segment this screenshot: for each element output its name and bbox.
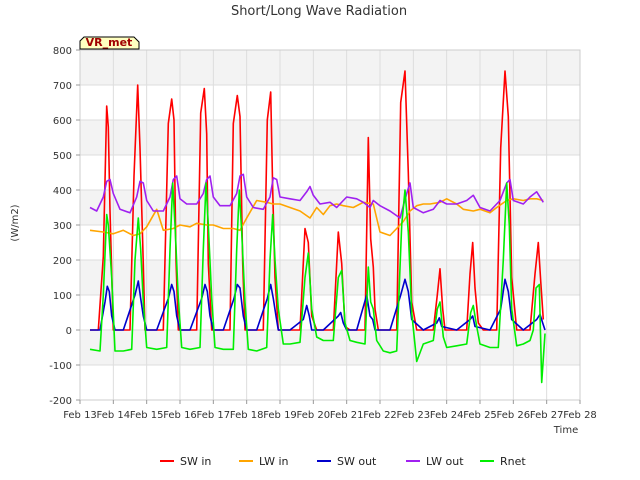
x-tick-label: Feb 19 <box>263 410 297 421</box>
plot-band <box>80 330 580 365</box>
legend-label: LW in <box>259 455 289 468</box>
plot-band <box>80 50 580 85</box>
y-tick-label: 500 <box>53 151 72 162</box>
x-tick-label: Feb 18 <box>230 410 264 421</box>
y-tick-label: 300 <box>53 221 72 232</box>
chart-title: Short/Long Wave Radiation <box>231 4 407 19</box>
plot-band <box>80 260 580 295</box>
badge: VR_met <box>79 36 140 50</box>
x-tick-label: Feb 24 <box>430 410 464 421</box>
x-tick-label: Feb 16 <box>163 410 197 421</box>
x-tick-label: Feb 13 <box>63 410 97 421</box>
series-group <box>89 70 546 384</box>
legend-label: SW in <box>180 455 211 468</box>
y-tick-label: 700 <box>53 81 72 92</box>
legend-label: Rnet <box>500 455 526 468</box>
y-tick-labels: -200 -100 0 100 200 300 400 500 600 700 800 <box>49 46 80 407</box>
series-rnet <box>89 182 546 384</box>
y-tick-label: 800 <box>53 46 72 57</box>
legend-label: LW out <box>426 455 464 468</box>
x-tick-label: Feb 15 <box>130 410 164 421</box>
series-sw-out <box>90 278 546 331</box>
x-tick-label: Feb 25 <box>463 410 497 421</box>
x-tick-label: Feb 20 <box>297 410 331 421</box>
x-tick-label: Feb 26 <box>497 410 531 421</box>
x-tick-labels: Feb 13 Feb 14 Feb 15 Feb 16 Feb 17 Feb 18 Feb … <box>63 400 597 421</box>
x-tick-label: Feb 21 <box>330 410 364 421</box>
x-tick-label: Feb 23 <box>397 410 431 421</box>
y-tick-label: 600 <box>53 116 72 127</box>
x-tick-label: Feb 28 <box>563 410 597 421</box>
x-tick-label: Feb 22 <box>363 410 397 421</box>
y-axis-label: (W/m2) <box>10 204 21 241</box>
y-tick-label: -100 <box>49 361 72 372</box>
x-tick-label: Feb 14 <box>97 410 131 421</box>
badge-label: VR_met <box>86 36 133 49</box>
x-axis-label: Time <box>553 425 578 436</box>
series-lw-out <box>89 173 544 219</box>
badge-box <box>79 36 140 50</box>
y-tick-label: -200 <box>49 396 72 407</box>
x-tick-label: Feb 27 <box>530 410 564 421</box>
y-tick-label: 0 <box>66 326 72 337</box>
series-sw-in <box>90 70 545 331</box>
y-tick-label: 400 <box>53 186 72 197</box>
plot-band <box>80 120 580 155</box>
legend-label: SW out <box>337 455 377 468</box>
y-tick-label: 200 <box>53 256 72 267</box>
y-tick-label: 100 <box>53 291 72 302</box>
legend: SW in LW in SW out LW out Rnet <box>160 455 526 468</box>
x-tick-label: Feb 17 <box>197 410 231 421</box>
